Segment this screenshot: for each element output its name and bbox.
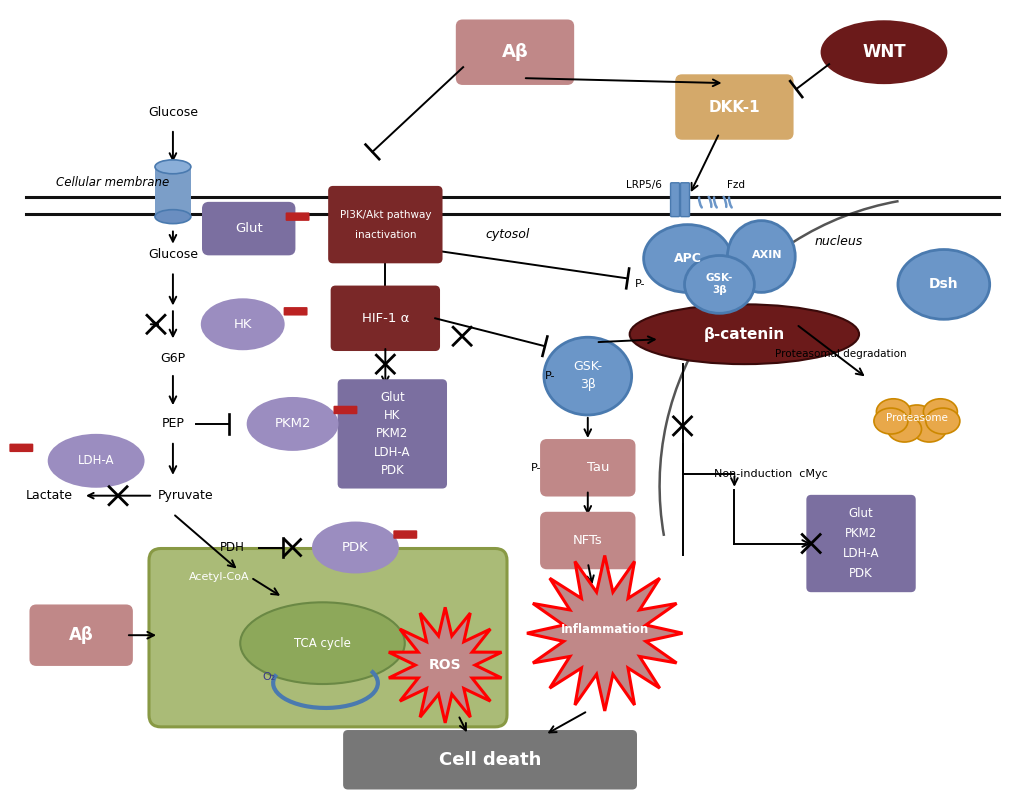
FancyBboxPatch shape — [676, 75, 792, 139]
Text: Glut: Glut — [234, 222, 262, 235]
Polygon shape — [527, 555, 682, 711]
Text: Dsh: Dsh — [928, 277, 958, 292]
FancyBboxPatch shape — [680, 183, 689, 217]
FancyBboxPatch shape — [155, 167, 191, 217]
FancyBboxPatch shape — [285, 213, 309, 221]
Text: NFTs: NFTs — [573, 534, 602, 547]
FancyBboxPatch shape — [31, 605, 131, 665]
Ellipse shape — [313, 522, 397, 572]
FancyBboxPatch shape — [540, 440, 634, 496]
Text: HIF-1 α: HIF-1 α — [362, 312, 409, 325]
Text: LDH-A: LDH-A — [77, 455, 114, 467]
Text: Proteasomal degradation: Proteasomal degradation — [774, 349, 906, 359]
Text: P-: P- — [530, 463, 541, 473]
Ellipse shape — [155, 160, 191, 174]
FancyBboxPatch shape — [203, 202, 294, 255]
FancyBboxPatch shape — [333, 405, 357, 414]
Text: Tau: Tau — [586, 461, 608, 474]
Text: PEP: PEP — [161, 418, 184, 430]
Text: LDH-A: LDH-A — [842, 547, 878, 560]
Ellipse shape — [911, 416, 946, 442]
Ellipse shape — [684, 256, 754, 314]
Ellipse shape — [925, 408, 959, 434]
FancyBboxPatch shape — [283, 307, 308, 316]
Text: HK: HK — [233, 318, 252, 330]
Text: PKM2: PKM2 — [844, 527, 876, 540]
Text: Glut: Glut — [848, 507, 872, 520]
Ellipse shape — [49, 435, 144, 487]
Text: nucleus: nucleus — [813, 235, 862, 248]
Text: cytosol: cytosol — [485, 228, 529, 241]
FancyBboxPatch shape — [343, 731, 636, 788]
FancyBboxPatch shape — [806, 496, 914, 592]
Ellipse shape — [922, 399, 957, 425]
Text: Proteasome: Proteasome — [886, 413, 947, 423]
Text: PDK: PDK — [380, 464, 404, 477]
Text: Inflammation: Inflammation — [560, 623, 648, 636]
Text: Glucose: Glucose — [148, 248, 198, 261]
FancyBboxPatch shape — [669, 183, 679, 217]
Text: GSK-: GSK- — [705, 273, 733, 284]
Ellipse shape — [629, 305, 858, 364]
FancyBboxPatch shape — [393, 530, 417, 538]
Ellipse shape — [899, 405, 933, 431]
Text: Lactate: Lactate — [25, 489, 72, 502]
Ellipse shape — [897, 250, 988, 319]
Ellipse shape — [727, 221, 795, 293]
Text: AXIN: AXIN — [751, 250, 782, 260]
Ellipse shape — [821, 21, 946, 83]
Text: Pyruvate: Pyruvate — [158, 489, 214, 502]
Text: DKK-1: DKK-1 — [708, 99, 759, 114]
Text: PKM2: PKM2 — [274, 418, 311, 430]
Ellipse shape — [155, 210, 191, 223]
FancyBboxPatch shape — [338, 380, 445, 488]
Text: PKM2: PKM2 — [376, 427, 408, 440]
FancyBboxPatch shape — [9, 443, 34, 452]
Text: P-: P- — [634, 280, 644, 289]
Text: PDK: PDK — [849, 567, 872, 580]
Ellipse shape — [543, 337, 631, 415]
Ellipse shape — [875, 399, 910, 425]
Ellipse shape — [873, 408, 907, 434]
FancyBboxPatch shape — [540, 513, 634, 568]
Text: G6P: G6P — [160, 351, 185, 364]
Text: ROS: ROS — [428, 658, 461, 672]
Text: 3β: 3β — [711, 285, 727, 295]
Text: HK: HK — [384, 409, 400, 422]
Text: PDK: PDK — [341, 541, 369, 554]
Text: LDH-A: LDH-A — [374, 446, 411, 459]
Text: β-catenin: β-catenin — [703, 326, 785, 342]
Text: APC: APC — [673, 252, 701, 265]
Text: Aβ: Aβ — [501, 44, 528, 61]
Ellipse shape — [643, 225, 731, 293]
Text: GSK-: GSK- — [573, 359, 602, 372]
Text: Acetyl-CoA: Acetyl-CoA — [189, 572, 249, 583]
Text: Glut: Glut — [379, 391, 405, 404]
Polygon shape — [388, 607, 501, 723]
Text: PDH: PDH — [220, 541, 245, 554]
Ellipse shape — [240, 602, 405, 684]
FancyBboxPatch shape — [331, 286, 439, 350]
Text: inactivation: inactivation — [355, 230, 416, 239]
Ellipse shape — [248, 398, 337, 450]
Text: Fzd: Fzd — [727, 180, 745, 189]
Text: LRP5/6: LRP5/6 — [625, 180, 661, 189]
Text: Cellular membrane: Cellular membrane — [56, 176, 169, 189]
Ellipse shape — [202, 299, 283, 349]
Text: P-: P- — [544, 371, 554, 381]
Text: Aβ: Aβ — [68, 626, 94, 644]
FancyBboxPatch shape — [457, 20, 573, 84]
FancyBboxPatch shape — [329, 187, 441, 263]
Text: O₂: O₂ — [262, 672, 275, 682]
Text: Cell death: Cell death — [438, 750, 541, 769]
Text: 3β: 3β — [579, 377, 595, 391]
Text: TCA cycle: TCA cycle — [293, 637, 351, 650]
Text: PI3K/Akt pathway: PI3K/Akt pathway — [339, 210, 431, 220]
Text: WNT: WNT — [861, 44, 905, 61]
FancyBboxPatch shape — [149, 549, 506, 727]
Ellipse shape — [887, 416, 920, 442]
Text: Glucose: Glucose — [148, 106, 198, 118]
Text: Non-induction  cMyc: Non-induction cMyc — [713, 469, 827, 479]
